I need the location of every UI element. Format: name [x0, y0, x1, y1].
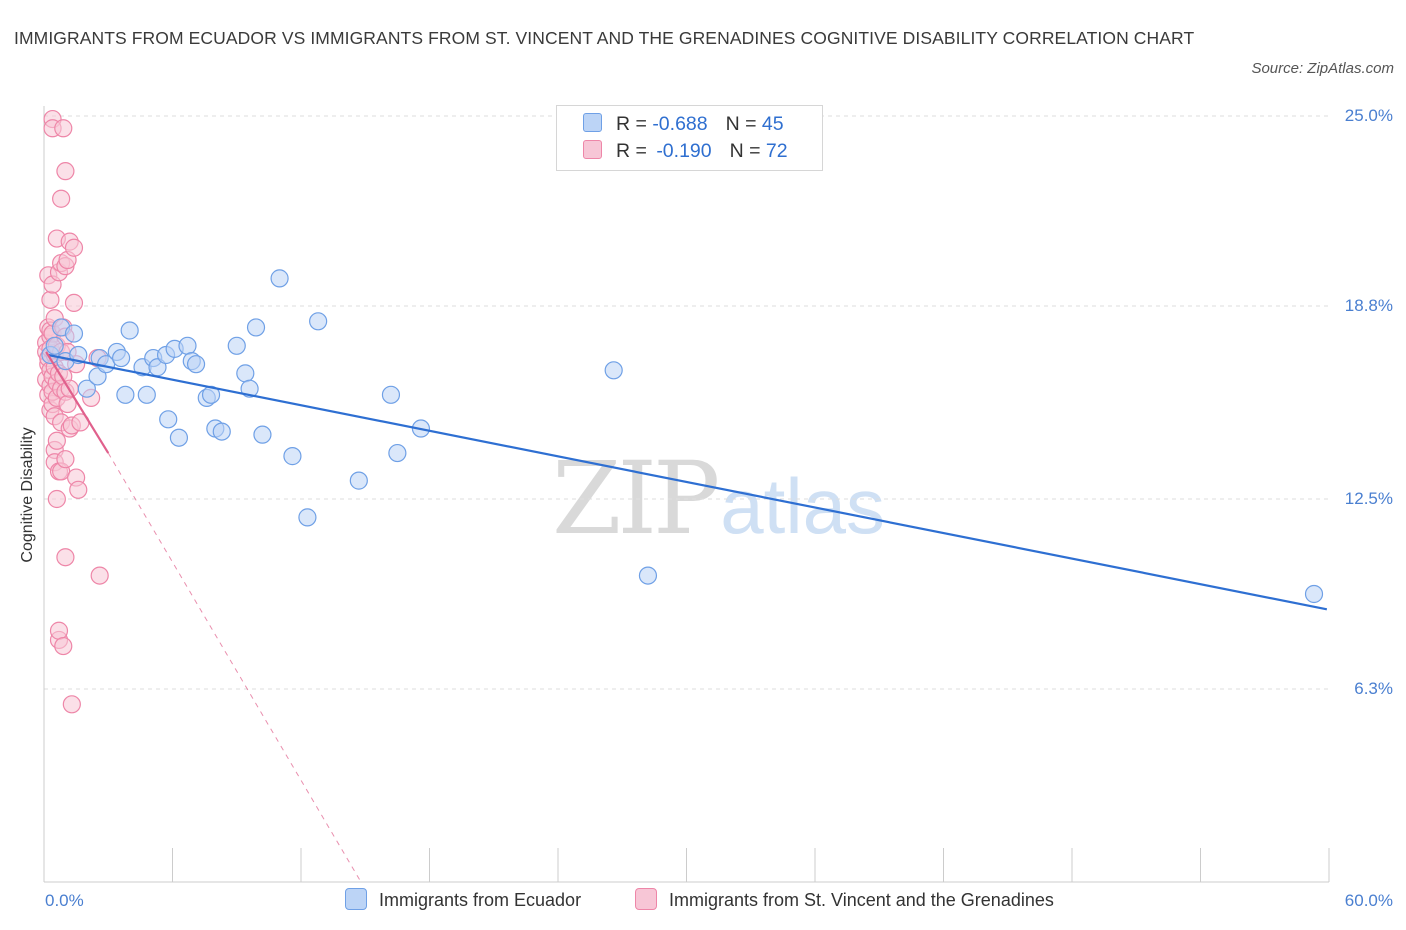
ecuador-point-33 — [253, 425, 272, 444]
ecuador-point-31 — [240, 379, 259, 398]
legend-n-label: N = — [725, 113, 762, 135]
ecuador-point-29 — [227, 336, 246, 355]
chart-title: IMMIGRANTS FROM ECUADOR VS IMMIGRANTS FR… — [14, 28, 1195, 48]
gridlines — [44, 115, 1329, 690]
legend-row-svg: R = -0.190 N = 72 — [583, 140, 788, 166]
legend-n-label: N = — [729, 140, 766, 162]
ecuador-point-6 — [77, 379, 96, 398]
legend-swatch-svg — [635, 888, 657, 910]
legend-n-value-ecuador: 45 — [761, 113, 784, 135]
y-tick-label-2: 18.8% — [1344, 295, 1393, 315]
legend-item-svg[interactable]: Immigrants from St. Vincent and the Gren… — [635, 888, 1054, 911]
trend-lines — [45, 351, 1328, 883]
ecuador-point-40 — [388, 443, 407, 463]
ecuador-point-32 — [246, 318, 266, 337]
y-axis-label: Cognitive Disability — [19, 427, 36, 563]
ecuador-point-34 — [270, 269, 289, 288]
legend-label-ecuador: Immigrants from Ecuador — [379, 890, 582, 910]
svg-trend-line-extrapolated — [107, 452, 362, 883]
ecuador-point-36 — [298, 508, 317, 527]
ecuador-point-19 — [159, 410, 178, 429]
ecuador-point-24 — [186, 355, 206, 374]
ecuador-point-44 — [1304, 584, 1324, 604]
legend-r-value-svg: -0.190 — [656, 140, 712, 162]
legend-swatch-svg — [583, 140, 602, 159]
ecuador-point-28 — [212, 422, 231, 441]
ecuador-trend-line — [48, 353, 1328, 611]
ecuador-point-21 — [169, 428, 189, 447]
legend-r-value-ecuador: -0.688 — [652, 113, 708, 135]
ecuador-point-15 — [137, 385, 156, 404]
series-svg-points — [37, 109, 109, 714]
legend-r-label: R = — [616, 140, 653, 162]
axes — [43, 106, 1330, 883]
y-tick-label-1: 12.5% — [1344, 489, 1393, 508]
svg-trend-line — [45, 351, 110, 454]
ecuador-point-42 — [604, 361, 623, 380]
x-tick-label-min: 0.0% — [45, 891, 84, 910]
x-tick-label-max: 60.0% — [1344, 891, 1393, 910]
ecuador-point-12 — [116, 385, 135, 404]
series-ecuador-points — [41, 269, 1324, 604]
source-label: Source: ZipAtlas.com — [1251, 60, 1394, 77]
legend-row-ecuador: R = -0.688 N = 45 — [583, 113, 784, 139]
y-tick-label-3: 25.0% — [1344, 106, 1393, 125]
ecuador-point-1 — [45, 336, 64, 355]
legend-r-label: R = — [616, 113, 653, 135]
ecuador-point-11 — [111, 348, 131, 368]
ecuador-point-43 — [638, 566, 658, 585]
legend-n-value-svg: 72 — [765, 140, 788, 162]
ecuador-point-35 — [283, 447, 302, 466]
stats-legend: R = -0.688 N = 45 R = -0.190 N = 72 — [556, 105, 823, 171]
y-tick-label-0: 6.3% — [1354, 678, 1393, 698]
ecuador-point-38 — [349, 471, 368, 490]
ecuador-point-30 — [236, 364, 255, 383]
ecuador-point-4 — [64, 324, 84, 343]
legend-label-svg: Immigrants from St. Vincent and the Gren… — [669, 890, 1054, 910]
ecuador-point-22 — [178, 336, 197, 355]
ecuador-point-37 — [309, 312, 328, 331]
legend-swatch-ecuador — [345, 888, 367, 910]
legend-item-ecuador[interactable]: Immigrants from Ecuador — [345, 888, 581, 911]
ecuador-point-39 — [381, 385, 401, 404]
ecuador-point-13 — [120, 321, 139, 340]
legend-swatch-ecuador — [583, 113, 602, 132]
